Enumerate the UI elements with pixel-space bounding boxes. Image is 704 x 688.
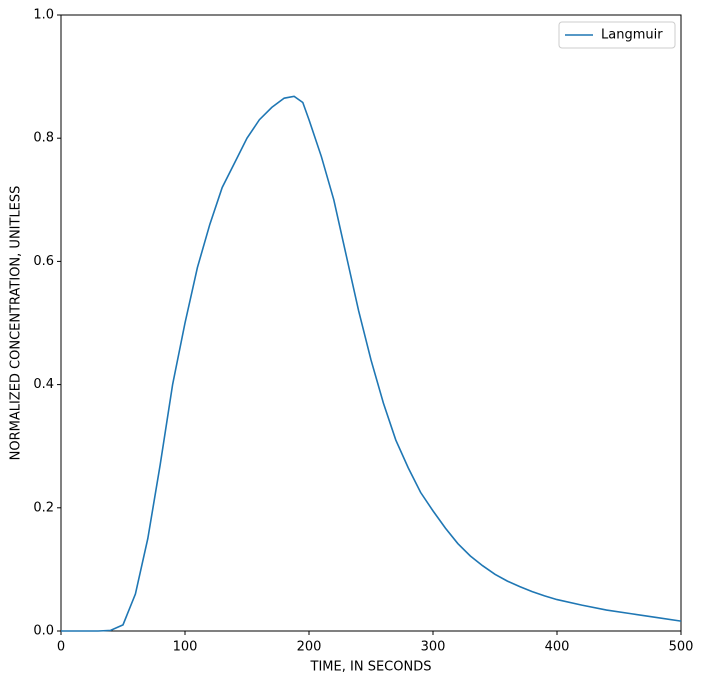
y-tick-label: 0.4 [33,377,54,392]
x-tick-label: 200 [297,640,322,655]
data-line [61,95,682,632]
x-tick-label: 400 [545,640,570,655]
y-tick-label: 0.0 [33,624,54,639]
y-tick-label: 0.6 [33,254,54,269]
y-tick-label: 0.2 [33,500,54,515]
x-tick-label: 500 [669,640,694,655]
legend-label: Langmuir [601,28,663,43]
legend-box [558,21,676,49]
x-tick-label: 100 [173,640,198,655]
y-tick-label: 0.8 [33,131,54,146]
y-axis-label: NORMALIZED CONCENTRATION, UNITLESS [9,186,24,461]
x-axis-label: TIME, IN SECONDS [310,660,432,675]
plot-frame [60,14,682,632]
x-tick-label: 300 [421,640,446,655]
x-tick-label: 0 [57,640,65,655]
y-tick-label: 1.0 [33,8,54,23]
